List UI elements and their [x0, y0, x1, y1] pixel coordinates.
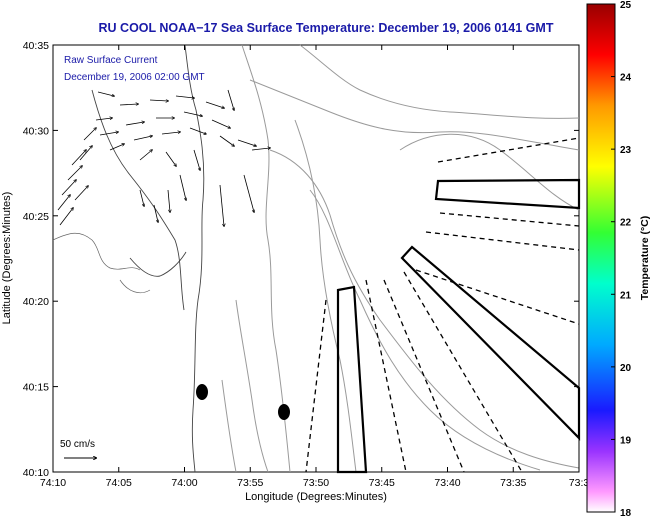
colorbar-ticks: 25 24 23 22 21 20 19 18 — [611, 0, 632, 518]
x-tick-label: 74:10 — [40, 477, 66, 489]
annotation-line-1: Raw Surface Current — [64, 55, 158, 66]
colorbar-tick-label: 24 — [620, 73, 632, 84]
y-tick-label: 40:20 — [23, 296, 49, 308]
y-tick-label: 40:30 — [23, 125, 49, 137]
coastline — [91, 44, 205, 473]
buoy-marker-1 — [196, 384, 208, 400]
x-tick-label: 73:50 — [303, 477, 329, 489]
colorbar-label: Temperature (°C) — [639, 216, 651, 301]
temperature-colorbar — [586, 3, 616, 513]
x-tick-label: 74:00 — [171, 477, 197, 489]
y-axis-label: Latitude (Degrees:Minutes) — [1, 192, 13, 325]
x-tick-label: 73:40 — [434, 477, 460, 489]
x-tick-label: 74:05 — [106, 477, 132, 489]
y-axis-ticks: 40:35 40:30 40:25 40:20 40:15 40:10 — [23, 40, 579, 479]
colorbar-tick-label: 23 — [620, 145, 632, 156]
buoy-marker-2 — [278, 404, 290, 420]
colorbar-tick-label: 25 — [620, 0, 632, 11]
surface-current-vectors — [57, 89, 270, 226]
colorbar-tick-label: 18 — [620, 508, 632, 518]
y-tick-label: 40:35 — [23, 40, 49, 52]
x-tick-label: 73:3 — [569, 477, 590, 489]
x-axis-label: Longitude (Degrees:Minutes) — [245, 491, 387, 503]
bathymetry-contours — [221, 44, 580, 473]
y-tick-label: 40:25 — [23, 211, 49, 223]
y-tick-label: 40:15 — [23, 382, 49, 394]
x-tick-label: 73:55 — [237, 477, 263, 489]
survey-lines — [305, 137, 580, 473]
colorbar-tick-label: 22 — [620, 218, 632, 229]
colorbar-tick-label: 19 — [620, 435, 632, 446]
figure-title: RU COOL NOAA−17 Sea Surface Temperature:… — [99, 21, 554, 35]
shore-detail — [52, 232, 151, 294]
x-tick-label: 73:45 — [369, 477, 395, 489]
annotation-line-2: December 19, 2006 02:00 GMT — [64, 72, 205, 83]
scale-label: 50 cm/s — [60, 439, 95, 450]
y-tick-label: 40:10 — [23, 467, 49, 479]
x-axis-ticks: 74:10 74:05 74:00 73:55 73:50 73:45 73:40 73:35… — [40, 45, 590, 489]
map-frame — [52, 44, 580, 473]
x-tick-label: 73:35 — [500, 477, 526, 489]
colorbar-tick-label: 20 — [620, 363, 632, 374]
outlined-zones — [336, 178, 581, 474]
colorbar-tick-label: 21 — [620, 290, 632, 301]
